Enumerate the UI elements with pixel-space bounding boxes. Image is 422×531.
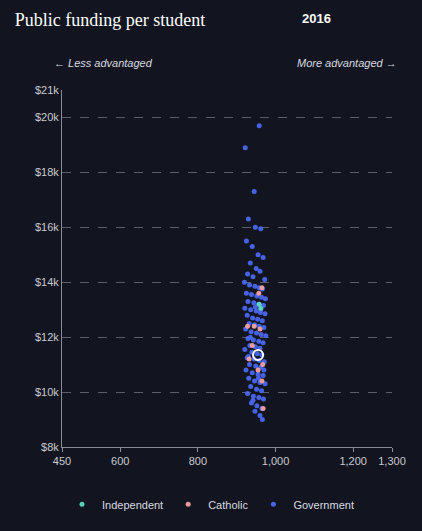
svg-text:2016: 2016: [302, 11, 331, 26]
svg-text:1,000: 1,000: [262, 455, 290, 467]
svg-text:$12k: $12k: [35, 331, 59, 343]
svg-text:$18k: $18k: [35, 166, 59, 178]
svg-text:$8k: $8k: [41, 441, 59, 453]
svg-text:Independent: Independent: [102, 499, 163, 511]
svg-text:1,200: 1,200: [339, 455, 367, 467]
svg-text:Catholic: Catholic: [208, 499, 248, 511]
svg-text:$16k: $16k: [35, 221, 59, 233]
svg-text:Government: Government: [293, 499, 354, 511]
svg-text:$10k: $10k: [35, 386, 59, 398]
svg-text:1,300: 1,300: [378, 455, 406, 467]
svg-text:$14k: $14k: [35, 276, 59, 288]
svg-text:$21k: $21k: [35, 84, 59, 96]
svg-text:800: 800: [189, 455, 207, 467]
svg-text:$20k: $20k: [35, 111, 59, 123]
svg-text:450: 450: [53, 455, 71, 467]
svg-text:Public funding per student: Public funding per student: [15, 10, 205, 30]
svg-text:600: 600: [111, 455, 129, 467]
svg-text:More advantaged →: More advantaged →: [297, 57, 397, 69]
svg-text:← Less advantaged: ← Less advantaged: [54, 57, 153, 69]
